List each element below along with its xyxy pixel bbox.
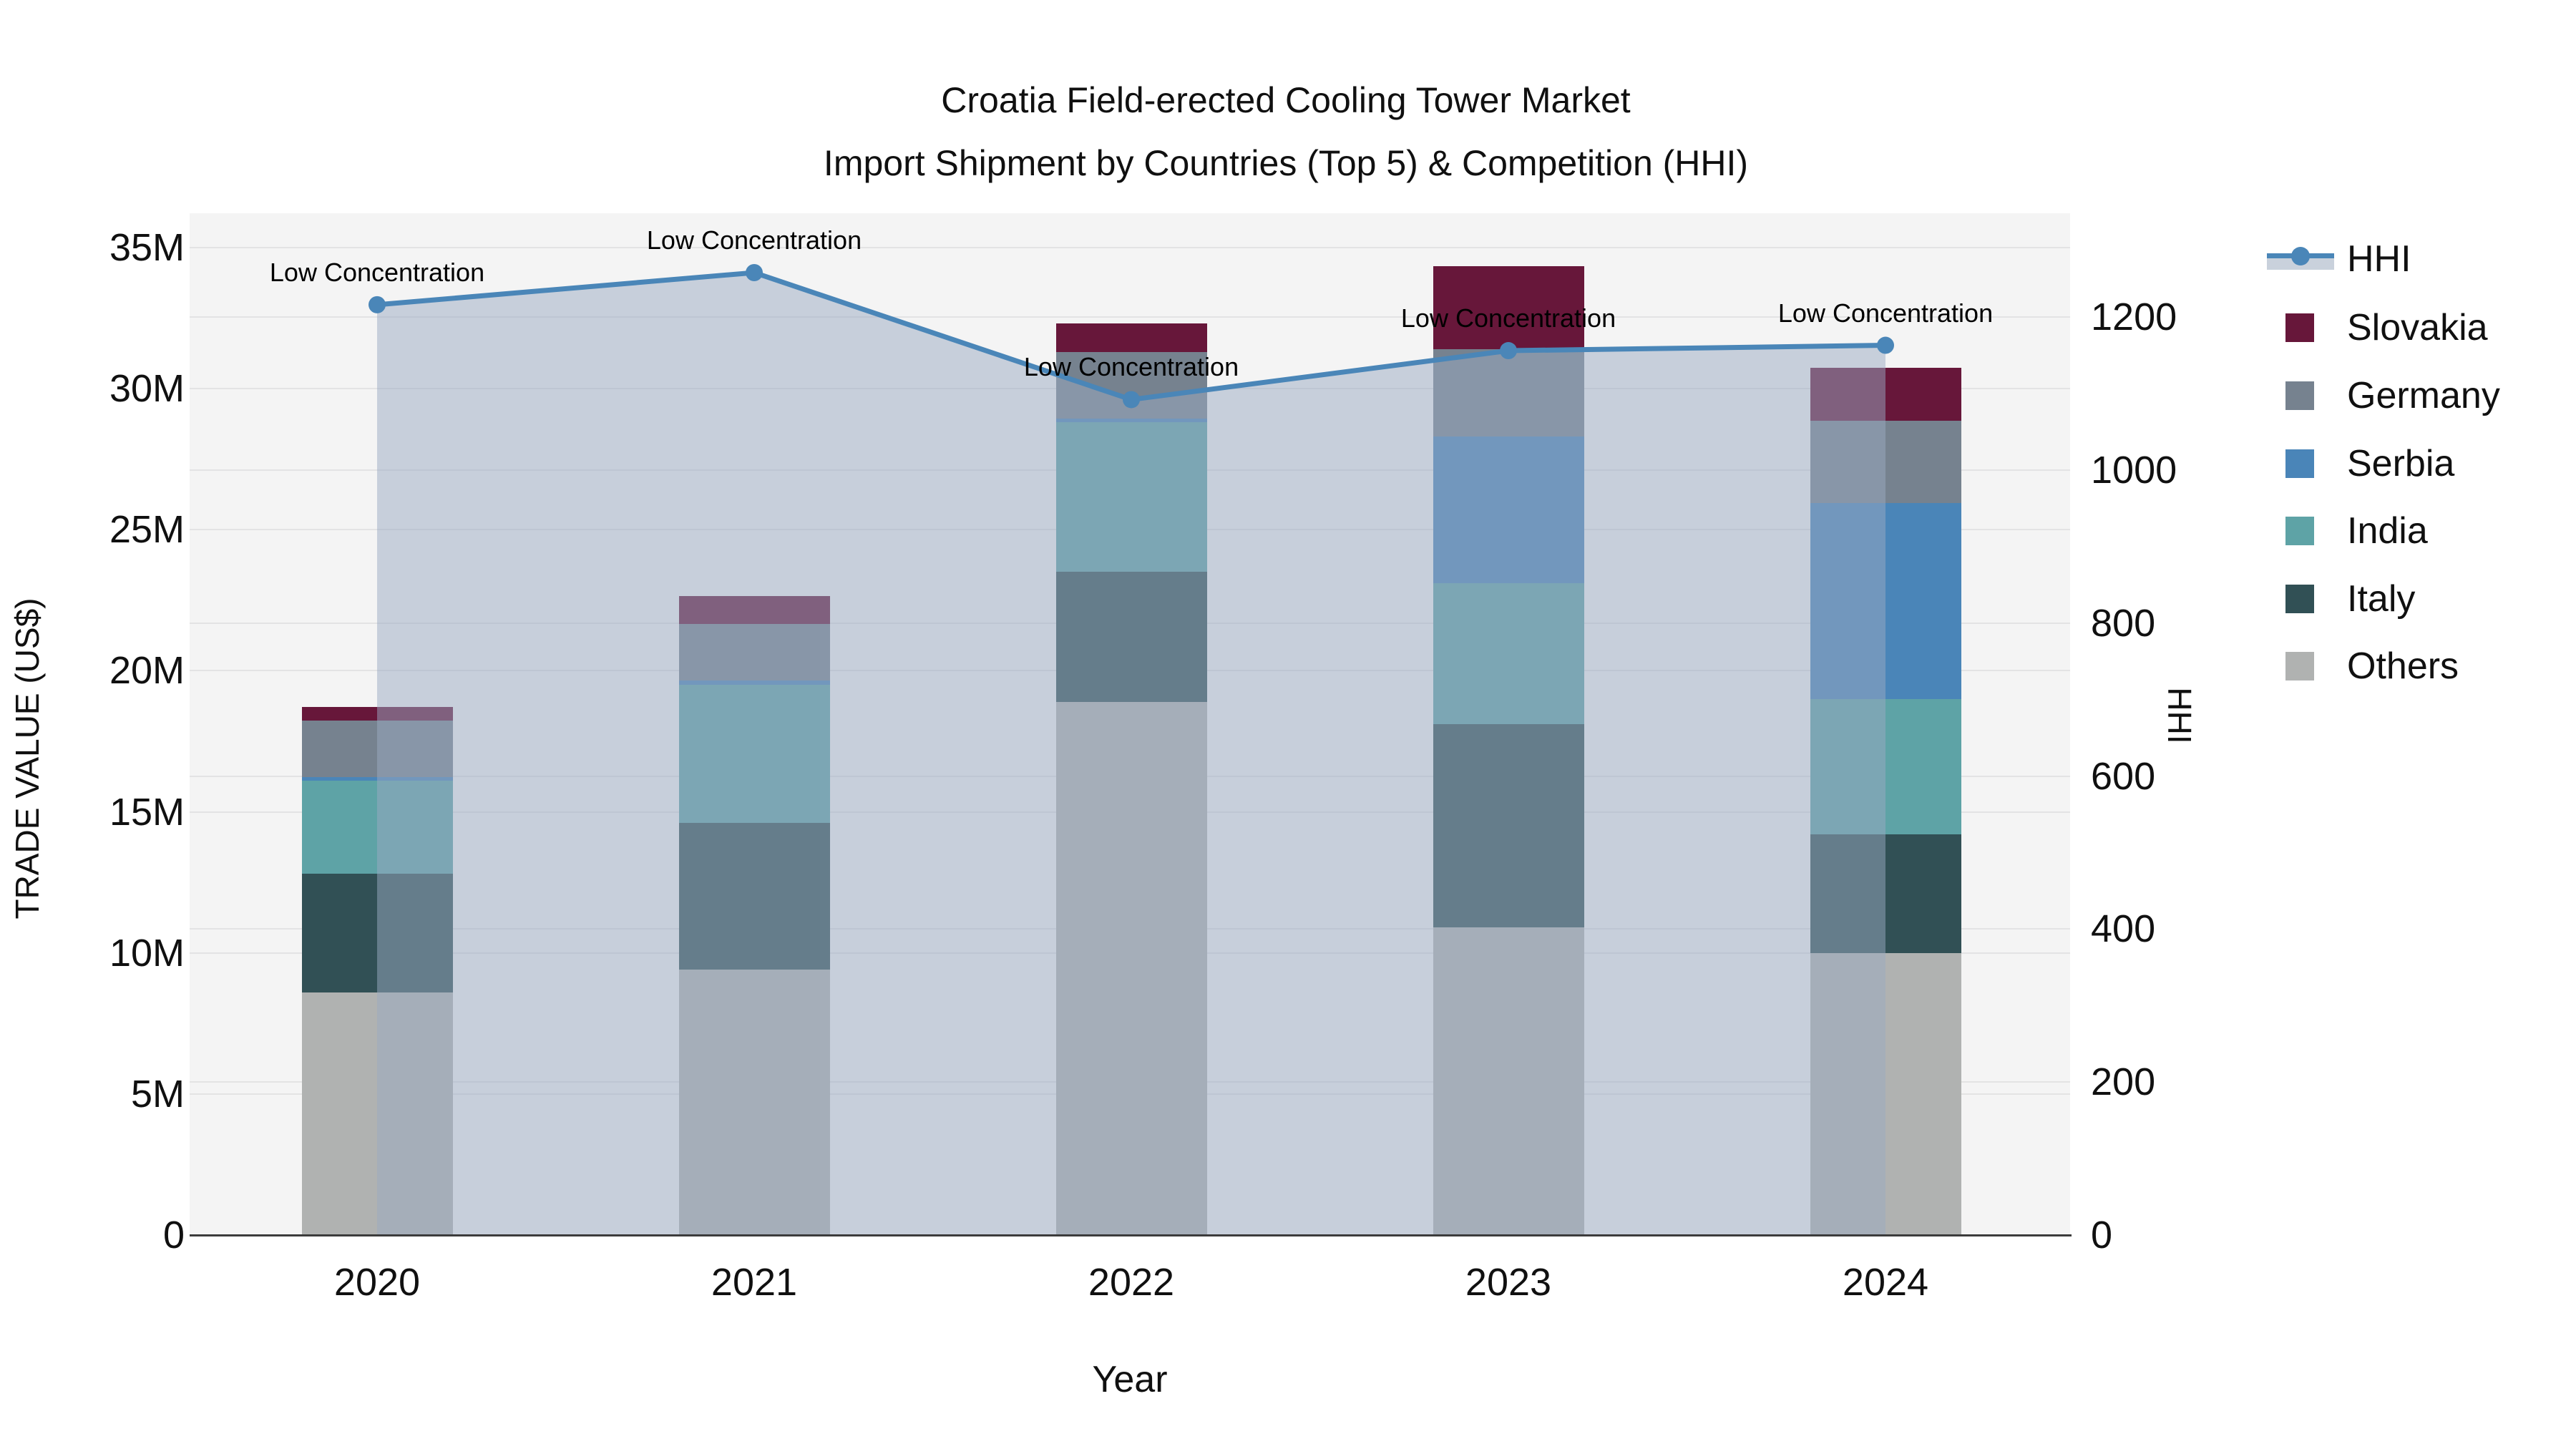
- hhi-marker-2020: [369, 296, 386, 313]
- gridline-right-1200: [190, 316, 2070, 318]
- y-right-tick-400: 400: [2091, 907, 2156, 951]
- legend-item-slovakia[interactable]: Slovakia: [2254, 306, 2569, 349]
- legend-item-serbia[interactable]: Serbia: [2254, 442, 2569, 485]
- y-left-tick-15M: 15M: [109, 790, 185, 834]
- annotation-2021: Low Concentration: [646, 225, 862, 255]
- x-tick-2022: 2022: [1088, 1261, 1175, 1304]
- chart-title-line2: Import Shipment by Countries (Top 5) & C…: [823, 143, 1749, 183]
- y-left-tick-35M: 35M: [109, 226, 185, 269]
- y-left-tick-20M: 20M: [109, 649, 185, 693]
- bar-2023-slovakia: [1433, 265, 1584, 349]
- y-right-tick-800: 800: [2091, 601, 2156, 645]
- x-tick-2021: 2021: [711, 1261, 798, 1304]
- x-tick-2024: 2024: [1842, 1261, 1929, 1304]
- annotation-2020: Low Concentration: [269, 257, 485, 287]
- hhi-marker-2022: [1123, 391, 1140, 409]
- gridline-left-35M: [190, 247, 2070, 248]
- y-right-tick-1200: 1200: [2091, 296, 2177, 338]
- annotation-2023: Low Concentration: [1400, 303, 1616, 333]
- legend-item-germany[interactable]: Germany: [2254, 374, 2569, 417]
- legend-swatch-italy: [2285, 585, 2314, 613]
- legend-swatch-slovakia: [2285, 313, 2314, 342]
- hhi-area-fill: [377, 272, 1885, 1235]
- y-left-tick-30M: 30M: [109, 367, 185, 411]
- hhi-marker-2021: [746, 263, 763, 281]
- x-axis-line: [190, 1234, 2072, 1236]
- y-left-tick-10M: 10M: [109, 931, 185, 975]
- annotation-2022: Low Concentration: [1023, 352, 1239, 382]
- y-left-tick-25M: 25M: [109, 508, 185, 552]
- legend-hhi-marker-sample: [2291, 247, 2310, 265]
- legend-label-germany: Germany: [2347, 375, 2500, 416]
- legend-swatch-india: [2285, 517, 2314, 545]
- legend-item-india[interactable]: India: [2254, 509, 2569, 552]
- y-left-tick-5M: 5M: [130, 1072, 185, 1116]
- annotation-2024: Low Concentration: [1777, 298, 1994, 328]
- y-left-tick-0: 0: [162, 1214, 185, 1257]
- hhi-line-layer: [369, 263, 1894, 1235]
- bar-2022-slovakia: [1055, 323, 1207, 352]
- y-axis-left-title: TRADE VALUE (US$): [9, 597, 46, 919]
- legend-item-others[interactable]: Others: [2254, 645, 2569, 688]
- legend-swatch-serbia: [2285, 449, 2314, 478]
- legend-label-india: India: [2347, 510, 2428, 552]
- y-right-tick-0: 0: [2091, 1214, 2113, 1257]
- chart-title-line1: Croatia Field-erected Cooling Tower Mark…: [941, 80, 1631, 120]
- legend-label-slovakia: Slovakia: [2347, 307, 2488, 348]
- legend-item-hhi[interactable]: HHI: [2254, 238, 2569, 280]
- x-tick-2023: 2023: [1465, 1261, 1552, 1304]
- legend-swatch-others: [2285, 652, 2314, 680]
- legend-label-serbia: Serbia: [2347, 443, 2455, 484]
- y-axis-right-title: HHI: [2161, 687, 2198, 744]
- hhi-marker-2023: [1500, 342, 1517, 360]
- legend-label-hhi: HHI: [2347, 238, 2411, 280]
- legend-item-italy[interactable]: Italy: [2254, 577, 2569, 620]
- x-axis-title: Year: [1092, 1359, 1168, 1400]
- legend-swatch-germany: [2285, 381, 2314, 410]
- x-tick-2020: 2020: [333, 1261, 421, 1304]
- hhi-marker-2024: [1877, 336, 1894, 354]
- legend-label-others: Others: [2347, 645, 2459, 687]
- y-right-tick-200: 200: [2091, 1060, 2156, 1104]
- legend-label-italy: Italy: [2347, 578, 2416, 620]
- chart-title: Croatia Field-erected Cooling Tower Mark…: [0, 69, 2572, 195]
- y-right-tick-600: 600: [2091, 754, 2156, 798]
- y-right-tick-1000: 1000: [2091, 448, 2177, 492]
